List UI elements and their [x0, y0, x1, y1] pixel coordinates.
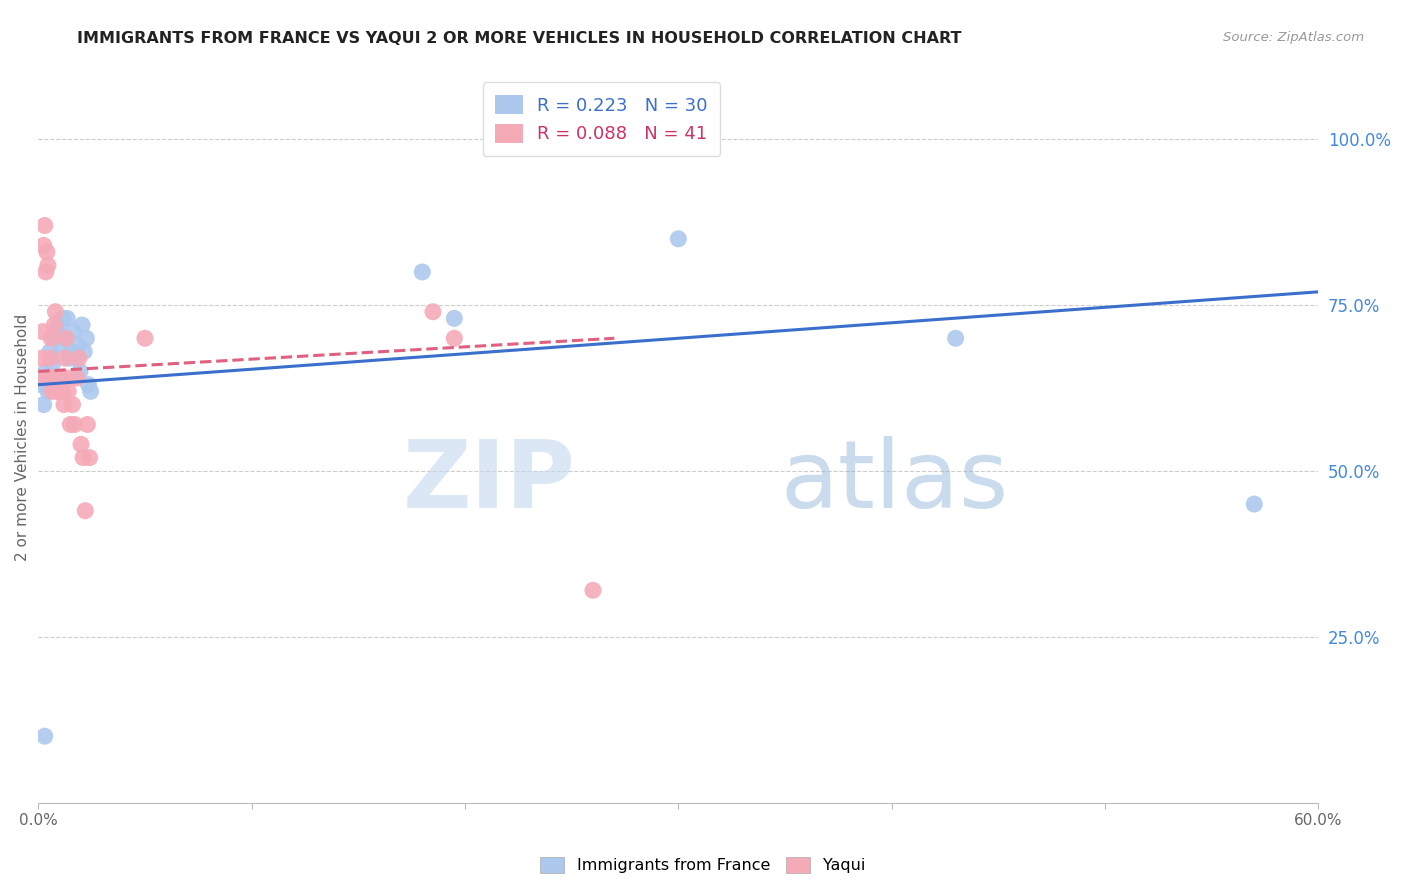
Point — [45, 384, 67, 399]
Legend: Immigrants from France, Yaqui: Immigrants from France, Yaqui — [534, 850, 872, 880]
Point — [32, 398, 55, 412]
Point — [79, 450, 101, 465]
Point — [69, 364, 91, 378]
Text: Source: ZipAtlas.com: Source: ZipAtlas.com — [1223, 31, 1364, 45]
Point — [77, 377, 100, 392]
Point — [34, 729, 56, 743]
Point — [70, 318, 93, 332]
Point — [411, 265, 433, 279]
Point — [44, 331, 66, 345]
Point — [41, 384, 63, 399]
Point — [45, 325, 67, 339]
Point — [39, 351, 62, 366]
Point — [51, 371, 73, 385]
Point — [56, 311, 79, 326]
Point — [66, 338, 89, 352]
Y-axis label: 2 or more Vehicles in Household: 2 or more Vehicles in Household — [15, 314, 30, 561]
Point — [945, 331, 967, 345]
Point — [49, 384, 72, 399]
Point — [52, 398, 75, 412]
Point — [53, 331, 76, 345]
Point — [35, 265, 58, 279]
Point — [31, 325, 53, 339]
Legend: R = 0.223   N = 30, R = 0.088   N = 41: R = 0.223 N = 30, R = 0.088 N = 41 — [482, 82, 720, 156]
Point — [32, 238, 55, 252]
Point — [76, 417, 98, 432]
Point — [75, 504, 97, 518]
Text: ZIP: ZIP — [404, 435, 576, 527]
Point — [35, 364, 58, 378]
Point — [582, 583, 605, 598]
Point — [56, 371, 79, 385]
Point — [37, 384, 59, 399]
Point — [62, 325, 84, 339]
Point — [55, 331, 77, 345]
Point — [42, 371, 65, 385]
Point — [52, 384, 75, 399]
Point — [422, 304, 444, 318]
Point — [46, 371, 69, 385]
Point — [666, 232, 689, 246]
Point — [41, 358, 63, 372]
Point — [44, 304, 66, 318]
Point — [58, 384, 80, 399]
Point — [38, 371, 60, 385]
Point — [79, 384, 101, 399]
Point — [52, 311, 75, 326]
Point — [37, 258, 59, 272]
Point — [70, 437, 93, 451]
Point — [1243, 497, 1265, 511]
Point — [53, 351, 76, 366]
Point — [134, 331, 156, 345]
Point — [35, 245, 58, 260]
Text: atlas: atlas — [780, 435, 1010, 527]
Text: IMMIGRANTS FROM FRANCE VS YAQUI 2 OR MORE VEHICLES IN HOUSEHOLD CORRELATION CHAR: IMMIGRANTS FROM FRANCE VS YAQUI 2 OR MOR… — [77, 31, 962, 46]
Point — [34, 219, 56, 233]
Point — [30, 371, 52, 385]
Point — [48, 371, 70, 385]
Point — [39, 331, 62, 345]
Point — [58, 351, 80, 366]
Point — [48, 384, 70, 399]
Point — [63, 417, 86, 432]
Point — [73, 344, 96, 359]
Point — [443, 311, 465, 326]
Point — [75, 331, 97, 345]
Point — [59, 417, 82, 432]
Point — [62, 398, 84, 412]
Point — [60, 344, 83, 359]
Point — [67, 351, 90, 366]
Point — [39, 344, 62, 359]
Point — [31, 377, 53, 392]
Point — [48, 318, 70, 332]
Point — [65, 351, 87, 366]
Point — [443, 331, 465, 345]
Point — [44, 318, 66, 332]
Point — [49, 338, 72, 352]
Point — [66, 371, 89, 385]
Point — [72, 450, 94, 465]
Point — [31, 351, 53, 366]
